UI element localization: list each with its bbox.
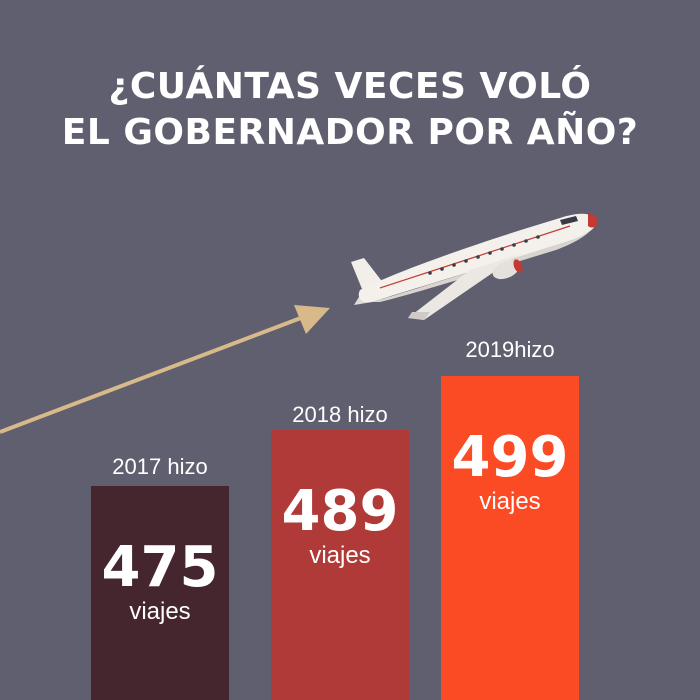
airplane-icon <box>351 213 598 320</box>
bar-2017: 475 viajes <box>91 486 229 700</box>
bar-value-2017: 475 <box>101 535 219 600</box>
bar-2019: 499 viajes <box>441 376 579 700</box>
bar-value-2019: 499 <box>451 425 569 490</box>
bar-label-2019: 2019hizo <box>465 337 555 362</box>
bar-unit-2017: viajes <box>129 598 191 625</box>
bar-2018: 489 viajes <box>271 430 409 700</box>
bar-label-2018: 2018 hizo <box>292 402 388 427</box>
chart-title: ¿CUÁNTAS VECES VOLÓ EL GOBERNADOR POR AÑ… <box>0 64 700 156</box>
chart-title-line-1: ¿CUÁNTAS VECES VOLÓ <box>108 66 592 107</box>
arrow-icon <box>0 305 330 434</box>
bar-label-2017: 2017 hizo <box>112 454 208 479</box>
bar-value-2018: 489 <box>281 479 399 544</box>
chart-title-line-2: EL GOBERNADOR POR AÑO? <box>61 112 639 153</box>
bar-unit-2018: viajes <box>309 542 371 569</box>
bar-unit-2019: viajes <box>479 488 541 515</box>
